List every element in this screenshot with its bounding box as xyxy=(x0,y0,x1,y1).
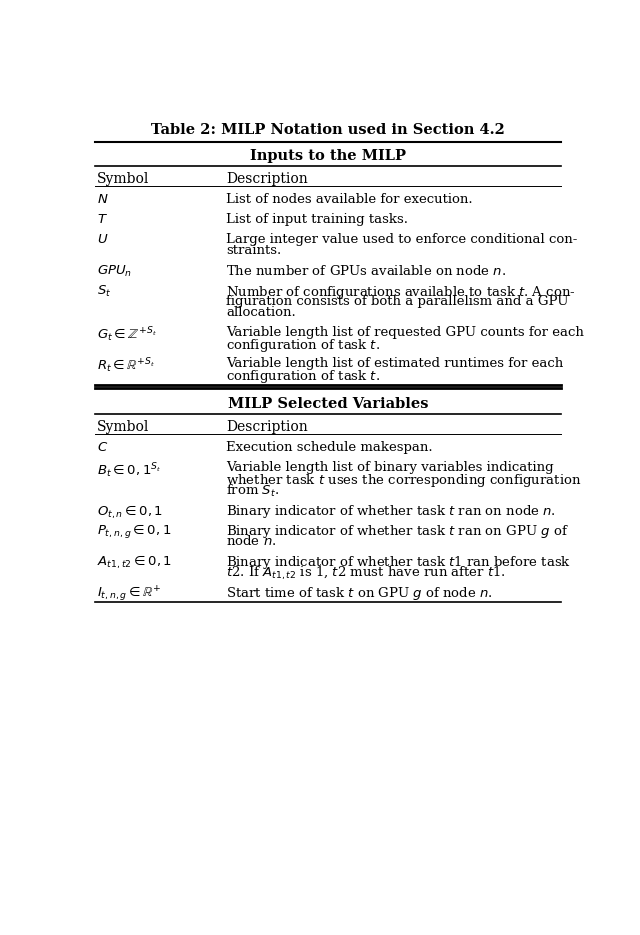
Text: Binary indicator of whether task $t$ ran on node $n$.: Binary indicator of whether task $t$ ran… xyxy=(227,503,556,520)
Text: Table 2: MILP Notation used in Section 4.2: Table 2: MILP Notation used in Section 4… xyxy=(151,123,505,137)
Text: $\mathit{I}_{t,n,g} \in \mathbb{R}^{+}$: $\mathit{I}_{t,n,g} \in \mathbb{R}^{+}$ xyxy=(97,585,162,604)
Text: $\mathit{A}_{t1,t2} \in 0,1$: $\mathit{A}_{t1,t2} \in 0,1$ xyxy=(97,554,173,571)
Text: $\mathit{GPU}_{n}$: $\mathit{GPU}_{n}$ xyxy=(97,264,132,279)
Text: whether task $t$ uses the corresponding configuration: whether task $t$ uses the corresponding … xyxy=(227,472,582,489)
Text: List of input training tasks.: List of input training tasks. xyxy=(227,213,408,226)
Text: Inputs to the MILP: Inputs to the MILP xyxy=(250,149,406,163)
Text: Number of configurations available to task $t$. A con-: Number of configurations available to ta… xyxy=(227,283,576,300)
Text: $\mathit{S}_{t}$: $\mathit{S}_{t}$ xyxy=(97,283,111,298)
Text: Variable length list of binary variables indicating: Variable length list of binary variables… xyxy=(227,461,554,474)
Text: Binary indicator of whether task $t$ ran on GPU $g$ of: Binary indicator of whether task $t$ ran… xyxy=(227,523,569,539)
Text: Binary indicator of whether task $t$1 ran before task: Binary indicator of whether task $t$1 ra… xyxy=(227,554,572,571)
Text: $\mathit{U}$: $\mathit{U}$ xyxy=(97,233,109,246)
Text: Description: Description xyxy=(227,172,308,186)
Text: straints.: straints. xyxy=(227,244,282,257)
Text: $\mathit{P}_{t,n,g} \in 0,1$: $\mathit{P}_{t,n,g} \in 0,1$ xyxy=(97,523,172,541)
Text: from $S_t$.: from $S_t$. xyxy=(227,483,280,499)
Text: Start time of task $t$ on GPU $g$ of node $n$.: Start time of task $t$ on GPU $g$ of nod… xyxy=(227,585,493,602)
Text: $\mathit{C}$: $\mathit{C}$ xyxy=(97,441,109,454)
Text: Variable length list of estimated runtimes for each: Variable length list of estimated runtim… xyxy=(227,356,564,369)
Text: $\mathit{B}_{t} \in 0,1^{S_{t}}$: $\mathit{B}_{t} \in 0,1^{S_{t}}$ xyxy=(97,461,161,480)
Text: $\mathit{T}$: $\mathit{T}$ xyxy=(97,213,108,226)
Text: node $n$.: node $n$. xyxy=(227,534,276,548)
Text: The number of GPUs available on node $n$.: The number of GPUs available on node $n$… xyxy=(227,264,507,278)
Text: figuration consists of both a parallelism and a GPU: figuration consists of both a parallelis… xyxy=(227,295,569,308)
Text: $\mathit{O}_{t,n} \in 0,1$: $\mathit{O}_{t,n} \in 0,1$ xyxy=(97,503,164,521)
Text: Variable length list of requested GPU counts for each: Variable length list of requested GPU co… xyxy=(227,325,584,338)
Text: Large integer value used to enforce conditional con-: Large integer value used to enforce cond… xyxy=(227,233,578,246)
Text: configuration of task $t$.: configuration of task $t$. xyxy=(227,367,380,385)
Text: MILP Selected Variables: MILP Selected Variables xyxy=(228,397,428,411)
Text: $\mathit{R}_{t} \in \mathbb{R}^{+S_{t}}$: $\mathit{R}_{t} \in \mathbb{R}^{+S_{t}}$ xyxy=(97,356,156,375)
Text: Execution schedule makespan.: Execution schedule makespan. xyxy=(227,441,433,454)
Text: allocation.: allocation. xyxy=(227,306,296,319)
Text: $t$2. If $A_{t1,t2}$ is 1, $t$2 must have run after $t$1.: $t$2. If $A_{t1,t2}$ is 1, $t$2 must hav… xyxy=(227,565,506,583)
Text: Description: Description xyxy=(227,420,308,434)
Text: Symbol: Symbol xyxy=(97,172,150,186)
Text: Symbol: Symbol xyxy=(97,420,150,434)
Text: $\mathit{G}_{t} \in \mathbb{Z}^{+S_{t}}$: $\mathit{G}_{t} \in \mathbb{Z}^{+S_{t}}$ xyxy=(97,325,157,344)
Text: List of nodes available for execution.: List of nodes available for execution. xyxy=(227,194,473,207)
Text: $\mathit{N}$: $\mathit{N}$ xyxy=(97,194,109,207)
Text: configuration of task $t$.: configuration of task $t$. xyxy=(227,337,380,353)
